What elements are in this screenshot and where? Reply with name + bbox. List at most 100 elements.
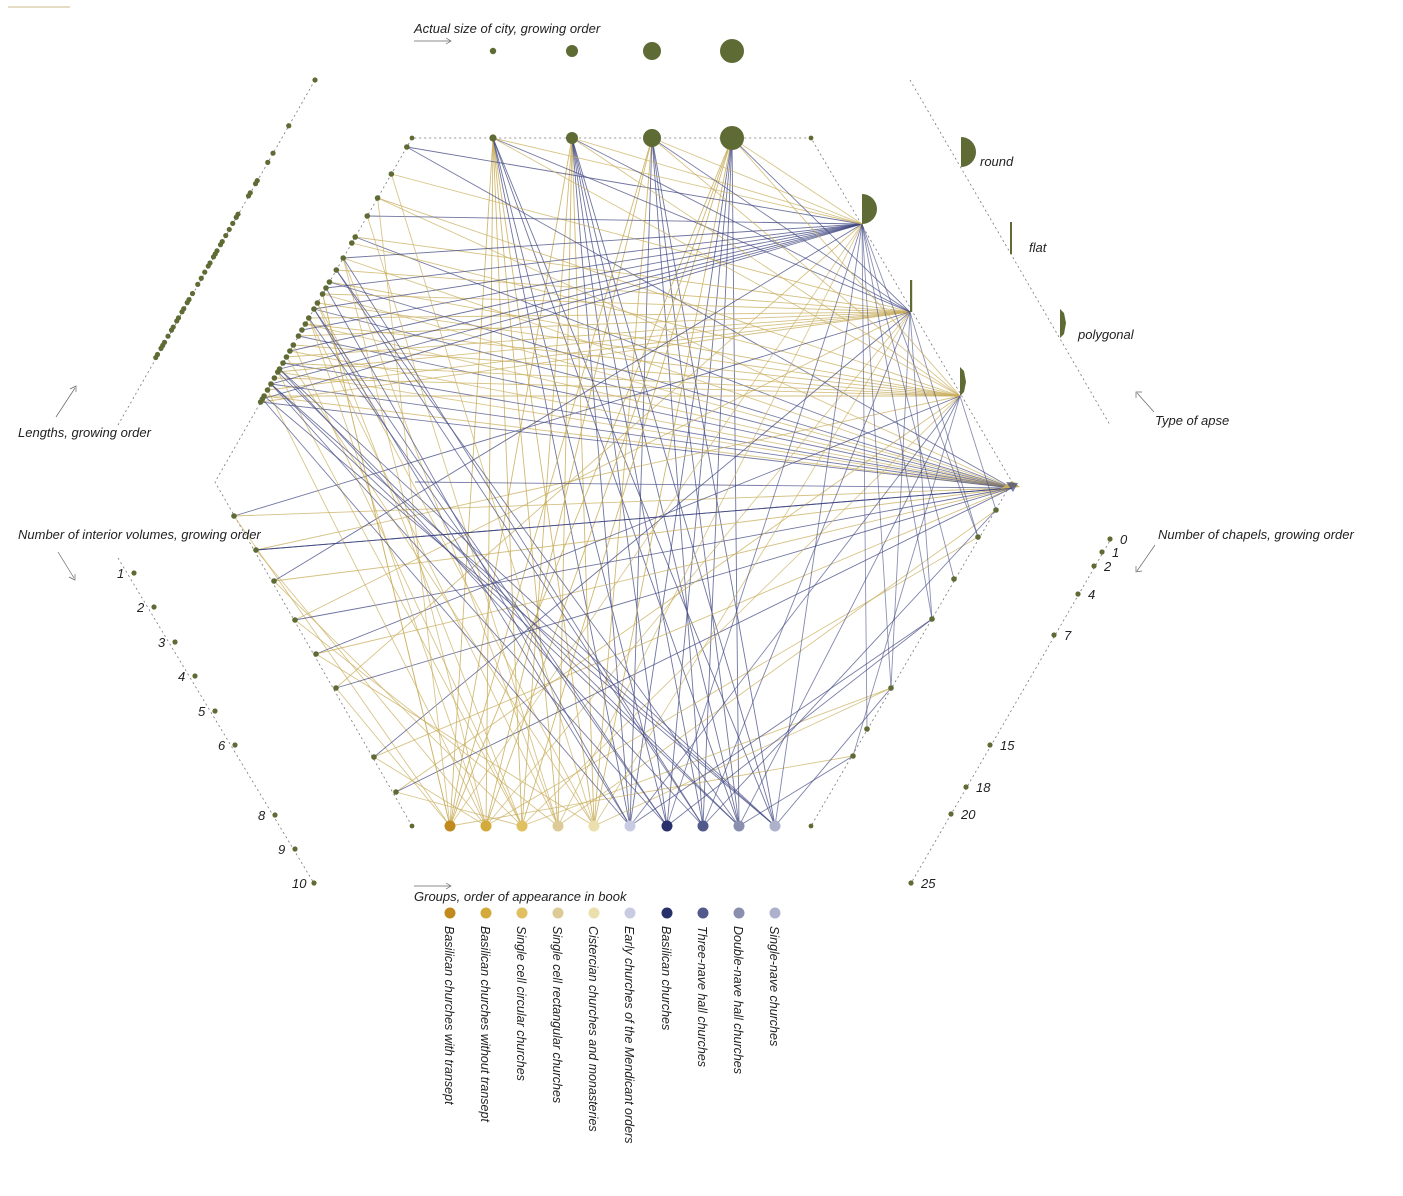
connection-line bbox=[233, 311, 911, 517]
attribute-node bbox=[264, 387, 271, 393]
connection-line bbox=[909, 311, 979, 538]
connection-line bbox=[414, 481, 1013, 489]
length-dot bbox=[265, 159, 271, 165]
lengths-axis-line bbox=[117, 79, 316, 426]
apse-legend bbox=[961, 137, 1066, 338]
connection-line bbox=[270, 383, 740, 827]
apse-axis-line bbox=[909, 79, 1111, 426]
connection-line bbox=[521, 137, 733, 827]
connection-line bbox=[289, 350, 1013, 489]
connection-line bbox=[774, 223, 863, 827]
connection-lines bbox=[233, 137, 1013, 827]
connection-line bbox=[367, 215, 863, 225]
group-legend-label: Single cell circular churches bbox=[514, 926, 528, 1081]
chapel-scale-label: 15 bbox=[1000, 738, 1015, 753]
connection-line bbox=[702, 509, 997, 827]
connection-line bbox=[390, 173, 595, 827]
attribute-node bbox=[864, 726, 870, 732]
group-legend-label: Basilican churches bbox=[659, 926, 673, 1030]
connection-line bbox=[651, 137, 863, 225]
chapel-fan-node bbox=[1000, 481, 1020, 492]
interior-scale-label: 10 bbox=[292, 876, 307, 891]
city-node-2 bbox=[566, 132, 578, 144]
connection-line bbox=[395, 395, 961, 793]
connection-line bbox=[702, 311, 911, 827]
connection-line bbox=[861, 223, 955, 580]
connection-line bbox=[322, 293, 451, 827]
connection-line bbox=[286, 356, 595, 827]
chapel-scale-dot bbox=[1099, 549, 1105, 555]
attribute-node bbox=[323, 285, 329, 291]
connection-line bbox=[308, 317, 559, 827]
connection-line bbox=[492, 137, 740, 827]
connection-line bbox=[521, 395, 961, 827]
interior-scale-dot bbox=[311, 880, 317, 886]
connection-line bbox=[264, 395, 1013, 489]
connection-line bbox=[406, 146, 863, 225]
connection-line bbox=[279, 223, 863, 370]
interior-scale-label: 1 bbox=[117, 566, 124, 581]
attribute-node bbox=[283, 354, 290, 360]
length-dot bbox=[174, 318, 180, 324]
attribute-node bbox=[271, 375, 278, 381]
connection-line bbox=[861, 223, 979, 538]
length-dot bbox=[205, 263, 211, 269]
group-legend-label: Single cell rectangular churches bbox=[550, 926, 564, 1103]
connection-line bbox=[629, 137, 733, 827]
connection-line bbox=[651, 137, 911, 313]
connection-line bbox=[335, 223, 863, 689]
connection-line bbox=[298, 311, 911, 337]
group-legend-label: Early churches of the Mendicant orders bbox=[622, 926, 636, 1143]
interior-axis-line bbox=[117, 557, 316, 886]
group-legend-label: Double-nave hall churches bbox=[731, 926, 745, 1074]
attribute-node bbox=[306, 315, 312, 321]
connection-line bbox=[521, 137, 573, 827]
length-dot bbox=[226, 226, 232, 233]
connection-line bbox=[492, 137, 911, 313]
city-size-arrow-icon bbox=[414, 37, 452, 45]
chapel-scale-dot bbox=[908, 880, 914, 886]
length-dot bbox=[168, 327, 175, 333]
connection-line bbox=[286, 311, 911, 358]
connection-line bbox=[298, 335, 1013, 489]
connection-line bbox=[861, 223, 892, 689]
connection-line bbox=[308, 317, 668, 827]
hexagon-frame bbox=[214, 137, 1013, 827]
group-legend-label: Cistercian churches and monasteries bbox=[586, 926, 600, 1132]
chapel-scale-dot bbox=[963, 784, 969, 790]
length-dot bbox=[223, 232, 229, 239]
connection-line bbox=[336, 269, 911, 313]
attribute-node bbox=[993, 507, 999, 513]
interior-scale-dot bbox=[192, 673, 198, 679]
connection-line bbox=[343, 223, 863, 259]
city-node-1 bbox=[489, 134, 497, 142]
connection-line bbox=[373, 311, 911, 758]
group-node bbox=[733, 820, 745, 832]
lengths-arrow-icon bbox=[55, 385, 77, 418]
connection-line bbox=[343, 257, 1013, 489]
attribute-node bbox=[275, 369, 281, 375]
attribute-node bbox=[292, 617, 298, 623]
chapel-scale-label: 2 bbox=[1103, 559, 1112, 574]
group-legend-label: Single-nave churches bbox=[767, 926, 781, 1046]
connection-line bbox=[492, 137, 595, 827]
length-dot bbox=[195, 281, 201, 287]
connection-line bbox=[233, 487, 1013, 517]
city-node-3 bbox=[643, 129, 661, 147]
attribute-node bbox=[364, 213, 371, 219]
connection-line bbox=[293, 344, 961, 397]
city-size-dot-4 bbox=[720, 39, 744, 63]
attribute-node bbox=[271, 578, 277, 584]
city-size-legend bbox=[489, 39, 744, 63]
attribute-node bbox=[287, 348, 293, 354]
chapel-scale-label: 18 bbox=[976, 780, 991, 795]
length-dot bbox=[179, 309, 185, 315]
group-legend-dot bbox=[624, 907, 636, 919]
length-dot bbox=[198, 275, 204, 281]
group-legend-dot bbox=[516, 907, 528, 919]
chapel-scale-label: 1 bbox=[1112, 545, 1119, 560]
connection-line bbox=[274, 377, 961, 397]
connection-line bbox=[485, 137, 733, 827]
connection-line bbox=[666, 137, 733, 827]
